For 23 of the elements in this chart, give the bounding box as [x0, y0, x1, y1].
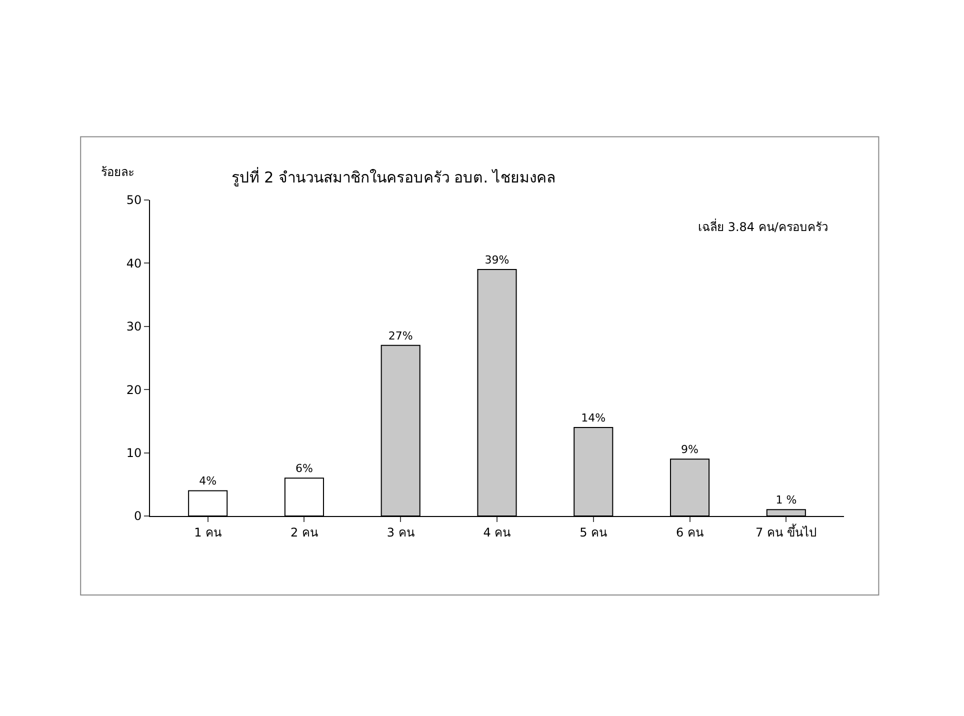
y-axis-title: ร้อยละ — [101, 165, 134, 179]
data-label: 27% — [388, 329, 413, 342]
x-tick-label: 2 คน — [290, 525, 318, 540]
data-label: 1 % — [776, 494, 797, 507]
annotation: เฉลี่ย 3.84 คน/ครอบครัว — [698, 218, 828, 234]
data-label: 4% — [199, 474, 217, 488]
y-tick-label: 20 — [126, 382, 142, 397]
x-tick-label: 3 คน — [386, 525, 414, 540]
y-tick-label: 10 — [126, 446, 142, 460]
y-tick-label: 30 — [126, 320, 142, 334]
y-tick-label: 50 — [126, 193, 142, 208]
x-tick-label: 6 คน — [676, 525, 704, 540]
x-tick-label: 7 คน ขึ้นไป — [756, 523, 817, 540]
chart-title: รูปที่ 2 จำนวนสมาชิกในครอบครัว อบต. ไชยมงคล — [231, 166, 556, 186]
data-label: 9% — [681, 443, 699, 456]
y-tick-label: 0 — [134, 509, 142, 524]
data-label: 6% — [295, 462, 313, 476]
data-label: 39% — [484, 254, 510, 267]
data-label: 14% — [581, 412, 606, 425]
y-tick-label: 40 — [126, 256, 142, 270]
x-tick-label: 4 คน — [483, 525, 511, 540]
x-tick-label: 1 คน — [194, 525, 222, 540]
x-tick-label: 5 คน — [580, 525, 608, 540]
